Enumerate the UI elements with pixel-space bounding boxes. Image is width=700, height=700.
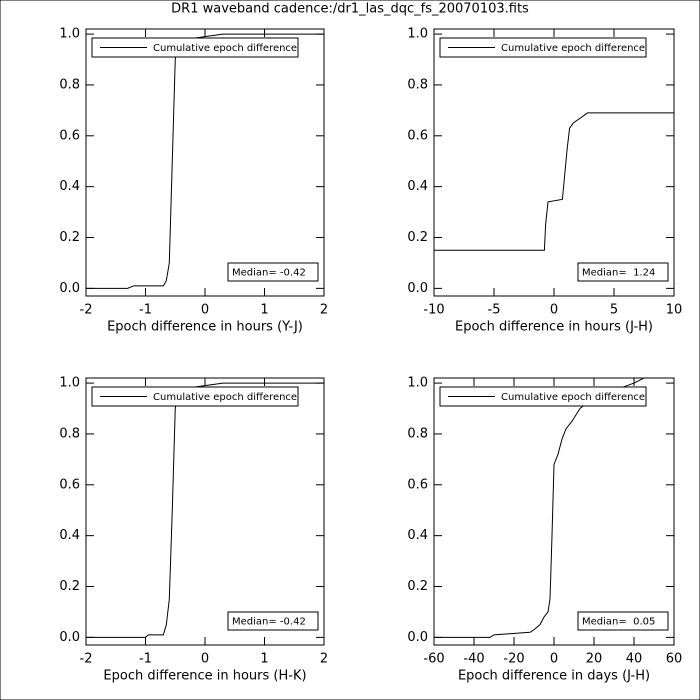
annotation-box — [227, 611, 319, 631]
x-tick-label: -1 — [139, 652, 152, 667]
annotation: Median= 1.24 — [582, 268, 655, 279]
x-tick-label: 20 — [586, 652, 603, 667]
y-tick-label: 1.0 — [407, 27, 428, 42]
y-tick-label: 1.0 — [59, 376, 80, 391]
y-tick-label: 0.8 — [59, 426, 80, 441]
x-tick-label: 10 — [666, 303, 683, 318]
x-tick-label: 0 — [550, 652, 558, 667]
x-tick-label: -10 — [423, 303, 444, 318]
x-tick-label: 40 — [626, 652, 643, 667]
x-tick-label: 1 — [260, 303, 268, 318]
annotation: Median= -0.42 — [232, 268, 306, 279]
y-tick-label: 0.4 — [59, 528, 80, 543]
annotation-box — [577, 262, 669, 282]
x-tick-label: 0 — [201, 652, 209, 667]
y-tick-label: 0.6 — [59, 477, 80, 492]
annotation: Median= 0.05 — [582, 617, 655, 628]
legend-box — [439, 37, 647, 58]
y-tick-label: 0.4 — [59, 179, 80, 194]
x-tick-label: -1 — [139, 303, 152, 318]
y-tick-label: 0.6 — [407, 477, 428, 492]
annotation-box — [577, 611, 669, 631]
y-tick-label: 0.2 — [407, 230, 428, 245]
x-tick-label: -40 — [463, 652, 484, 667]
y-tick-label: 0.2 — [407, 579, 428, 594]
x-axis-label: Epoch difference in hours (Y-J) — [107, 320, 303, 335]
x-tick-label: 0 — [550, 303, 558, 318]
x-axis-label: Epoch difference in hours (H-K) — [103, 669, 306, 684]
y-tick-label: 0.4 — [407, 179, 428, 194]
legend-label: Cumulative epoch difference — [501, 43, 645, 54]
x-axis-label: Epoch difference in days (J-H) — [458, 669, 650, 684]
x-tick-label: 1 — [260, 652, 268, 667]
y-tick-label: 1.0 — [407, 376, 428, 391]
y-tick-label: 0.0 — [59, 281, 80, 296]
x-tick-label: 2 — [320, 303, 328, 318]
legend-label: Cumulative epoch difference — [153, 392, 297, 403]
y-tick-label: 0.6 — [407, 128, 428, 143]
y-tick-label: 0.0 — [407, 281, 428, 296]
x-tick-label: -2 — [80, 652, 93, 667]
legend-box — [439, 386, 647, 407]
annotation-box — [227, 262, 319, 282]
x-tick-label: 60 — [666, 652, 683, 667]
x-tick-label: 5 — [610, 303, 618, 318]
legend-box — [91, 37, 299, 58]
y-tick-label: 0.4 — [407, 528, 428, 543]
legend-label: Cumulative epoch difference — [501, 392, 645, 403]
x-tick-label: 2 — [320, 652, 328, 667]
x-axis-label: Epoch difference in hours (J-H) — [455, 320, 653, 335]
y-tick-label: 0.8 — [407, 426, 428, 441]
legend-box — [91, 386, 299, 407]
y-tick-label: 0.8 — [407, 77, 428, 92]
y-tick-label: 0.2 — [59, 230, 80, 245]
x-tick-label: -5 — [488, 303, 501, 318]
x-tick-label: -20 — [503, 652, 524, 667]
plot-area — [434, 112, 674, 251]
figure-title: DR1 waveband cadence:/dr1_las_dqc_fs_200… — [171, 2, 529, 17]
y-tick-label: 1.0 — [59, 27, 80, 42]
annotation: Median= -0.42 — [232, 617, 306, 628]
legend-label: Cumulative epoch difference — [153, 43, 297, 54]
y-tick-label: 0.8 — [59, 77, 80, 92]
y-tick-label: 0.0 — [407, 630, 428, 645]
data-line — [434, 112, 674, 251]
y-tick-label: 0.6 — [59, 128, 80, 143]
y-tick-label: 0.0 — [59, 630, 80, 645]
x-tick-label: -2 — [80, 303, 93, 318]
x-tick-label: 0 — [201, 303, 209, 318]
y-tick-label: 0.2 — [59, 579, 80, 594]
x-tick-label: -60 — [423, 652, 444, 667]
